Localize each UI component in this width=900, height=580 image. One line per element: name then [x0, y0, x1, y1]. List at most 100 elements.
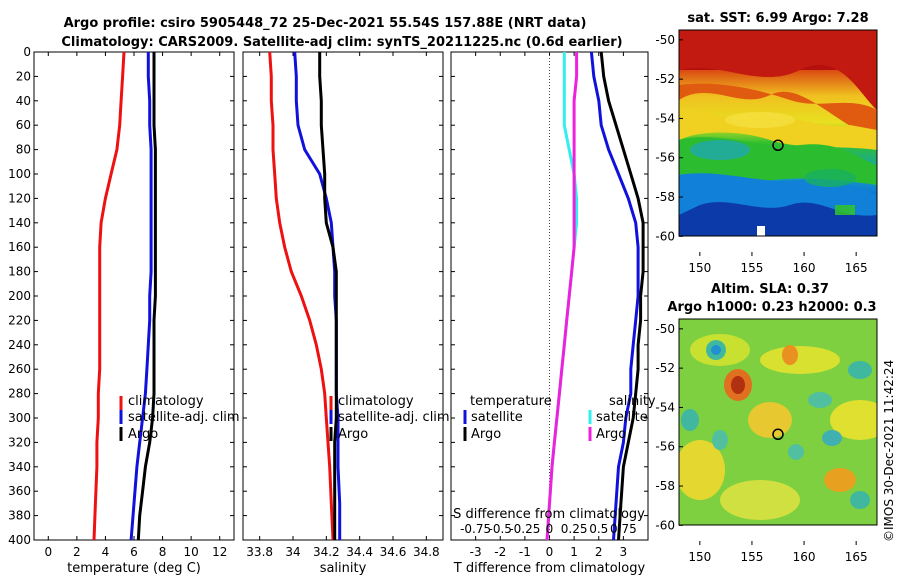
- figure-title-line2: Climatology: CARS2009. Satellite-adj cli…: [61, 35, 622, 50]
- difference-legend: temperature satellite Argo salinity sate…: [463, 394, 656, 442]
- x-tick-label: 34.2: [313, 545, 340, 559]
- depth-tick-label: 160: [8, 240, 31, 254]
- legend-label-argo: Argo: [338, 427, 368, 442]
- map-y-tick-label: -54: [655, 400, 675, 414]
- legend-label-satellite: satellite-adj. clim: [128, 410, 240, 425]
- x-tick-label: -3: [470, 545, 482, 559]
- legend-label-climatology: climatology: [128, 394, 204, 409]
- difference-series-salinity-argo: [545, 52, 579, 541]
- x-tick-label: 34: [285, 545, 300, 559]
- depth-tick-label: 80: [16, 143, 31, 157]
- imos-timestamp: ©IMOS 30-Dec-2021 11:42:24: [882, 360, 896, 542]
- legend-label-sal-argo: Argo: [596, 427, 626, 442]
- depth-tick-label: 220: [8, 313, 31, 327]
- sla-argo-location-marker: [772, 428, 784, 441]
- s-difference-tick-label: 0.5: [589, 522, 608, 536]
- x-tick-label: 10: [184, 545, 199, 559]
- s-difference-tick-label: 0.25: [561, 522, 588, 536]
- x-tick-label: 2: [73, 545, 81, 559]
- temperature-series-argo: [136, 52, 157, 541]
- temperature-series-satellite-adj-clim: [129, 52, 153, 541]
- temperature-axis-label: temperature (deg C): [67, 561, 201, 576]
- map-x-tick-label: 160: [793, 550, 816, 564]
- sla-map-title-line2: Argo h1000: 0.23 h2000: 0.3: [667, 300, 876, 315]
- x-tick-label: 34.4: [346, 545, 373, 559]
- salinity-profile-panel: 33.8 34 34.2 34.4 34.6 34.8 salinity: [242, 51, 444, 576]
- legend-title-salinity: salinity: [609, 394, 656, 409]
- s-difference-axis-label: S difference from climatology: [453, 507, 645, 522]
- depth-tick-label: 240: [8, 338, 31, 352]
- map-x-tick-label: 155: [740, 261, 763, 275]
- legend-label-temp-argo: Argo: [471, 427, 501, 442]
- difference-profile-panel: -3 -2 -1 0 1 2 3 T difference from climatology: [450, 51, 649, 576]
- x-tick-label: 6: [130, 545, 138, 559]
- figure-title-line1: Argo profile: csiro 5905448_72 25-Dec-20…: [64, 16, 587, 31]
- depth-tick-label: 380: [8, 509, 31, 523]
- depth-tick-label: 340: [8, 460, 31, 474]
- map-y-tick-label: -58: [655, 479, 675, 493]
- x-tick-label: 33.8: [246, 545, 273, 559]
- depth-tick-label: 100: [8, 167, 31, 181]
- salinity-axis-label: salinity: [320, 561, 367, 576]
- x-tick-label: 0: [44, 545, 52, 559]
- map-y-tick-label: -60: [655, 229, 675, 243]
- x-tick-label: 1: [570, 545, 578, 559]
- sst-map-axes: 150 155 160 165 -50 -52 -54 -56 -58 -60: [655, 33, 867, 275]
- temperature-profile-panel: 0204060801001201401601802002202402602803…: [8, 45, 235, 576]
- depth-tick-label: 180: [8, 265, 31, 279]
- legend-label-argo: Argo: [128, 427, 158, 442]
- salinity-series-climatology: [268, 51, 335, 541]
- s-difference-tick-label: -0.25: [509, 522, 540, 536]
- x-tick-label: -1: [519, 545, 531, 559]
- map-y-tick-label: -58: [655, 190, 675, 204]
- sst-map-title: sat. SST: 6.99 Argo: 7.28: [687, 11, 868, 26]
- map-x-tick-label: 165: [845, 261, 868, 275]
- x-tick-label: 8: [159, 545, 167, 559]
- s-difference-tick-label: 0: [546, 522, 554, 536]
- depth-tick-label: 140: [8, 216, 31, 230]
- temperature-series-climatology: [92, 51, 126, 541]
- difference-series-temperature-satellite: [589, 51, 640, 541]
- difference-axis-label: T difference from climatology: [453, 561, 646, 576]
- map-x-tick-label: 150: [688, 261, 711, 275]
- x-tick-label: 4: [102, 545, 110, 559]
- map-x-tick-label: 155: [740, 550, 763, 564]
- depth-tick-label: 280: [8, 387, 31, 401]
- salinity-series-argo: [318, 52, 338, 540]
- sla-map-axes: 150 155 160 165 -50 -52 -54 -56 -58 -60: [655, 322, 867, 564]
- x-tick-label: 12: [212, 545, 227, 559]
- x-tick-label: 2: [595, 545, 603, 559]
- map-x-tick-label: 160: [793, 261, 816, 275]
- map-x-tick-label: 150: [688, 550, 711, 564]
- depth-tick-label: 0: [23, 45, 31, 59]
- depth-tick-label: 120: [8, 191, 31, 205]
- legend-title-temperature: temperature: [470, 394, 552, 409]
- x-tick-label: -2: [494, 545, 506, 559]
- x-tick-label: 3: [620, 545, 628, 559]
- map-y-tick-label: -56: [655, 151, 675, 165]
- legend-label-sal-satellite: satellite: [596, 410, 648, 425]
- depth-tick-label: 40: [16, 94, 31, 108]
- map-x-tick-label: 165: [845, 550, 868, 564]
- s-difference-tick-labels: -0.75-0.5-0.25 0 0.25 0.5 0.75: [460, 522, 637, 536]
- temperature-plot-area: [33, 51, 235, 541]
- s-difference-tick-label: -0.75: [460, 522, 491, 536]
- sst-argo-location-marker: [772, 139, 784, 152]
- map-y-tick-label: -60: [655, 518, 675, 532]
- salinity-legend: climatology satellite-adj. clim Argo: [329, 394, 450, 442]
- depth-tick-label: 300: [8, 411, 31, 425]
- depth-tick-label: 320: [8, 435, 31, 449]
- map-y-tick-label: -52: [655, 72, 675, 86]
- depth-tick-label: 20: [16, 69, 31, 83]
- s-difference-tick-label: -0.5: [489, 522, 512, 536]
- sla-map-title-line1: Altim. SLA: 0.37: [711, 282, 829, 297]
- map-y-tick-label: -52: [655, 361, 675, 375]
- salinity-series-satellite-adj-clim: [293, 51, 342, 540]
- map-y-tick-label: -54: [655, 111, 675, 125]
- s-difference-tick-label: 0.75: [610, 522, 637, 536]
- legend-label-temp-satellite: satellite: [471, 410, 523, 425]
- depth-tick-label: 360: [8, 484, 31, 498]
- depth-tick-label: 200: [8, 289, 31, 303]
- temperature-legend: climatology satellite-adj. clim Argo: [119, 394, 240, 442]
